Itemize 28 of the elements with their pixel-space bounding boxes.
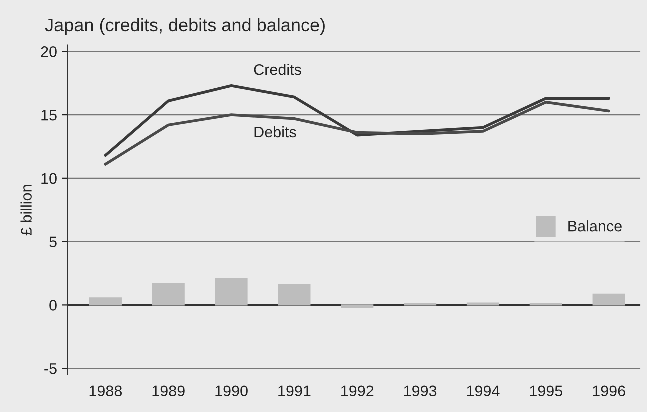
y-tick-label: 5: [50, 236, 57, 248]
x-tick-label: 1995: [530, 386, 562, 397]
line-series: [104, 100, 610, 166]
bar: [152, 283, 185, 306]
line-series: [104, 84, 610, 157]
bar: [278, 284, 311, 306]
bar: [341, 304, 374, 308]
x-tick-label: 1989: [152, 386, 185, 397]
y-tick-label: -5: [44, 364, 57, 374]
x-tick-label: 1990: [216, 386, 248, 397]
y-tick-label: 15: [42, 110, 57, 121]
x-tick-label: 1994: [467, 386, 500, 397]
x-tick-label: 1993: [404, 386, 437, 397]
bar: [592, 294, 626, 306]
x-tick-label: 1996: [593, 386, 626, 397]
bar: [215, 278, 248, 306]
y-tick-label: 20: [41, 46, 57, 58]
y-axis-title: £ billion: [20, 185, 32, 236]
x-tick-label: 1992: [342, 386, 374, 397]
y-tick-label: 10: [42, 173, 57, 184]
x-tick-label: 1988: [90, 386, 122, 397]
chart-title: Japan (credits, debits and balance): [45, 18, 325, 36]
series-label: Debits: [254, 126, 296, 138]
x-tick-label: 1991: [278, 386, 311, 397]
bar: [89, 298, 122, 306]
legend-label: Balance: [568, 220, 622, 232]
series-label: Credits: [254, 64, 302, 76]
y-tick-label: 0: [50, 300, 57, 311]
